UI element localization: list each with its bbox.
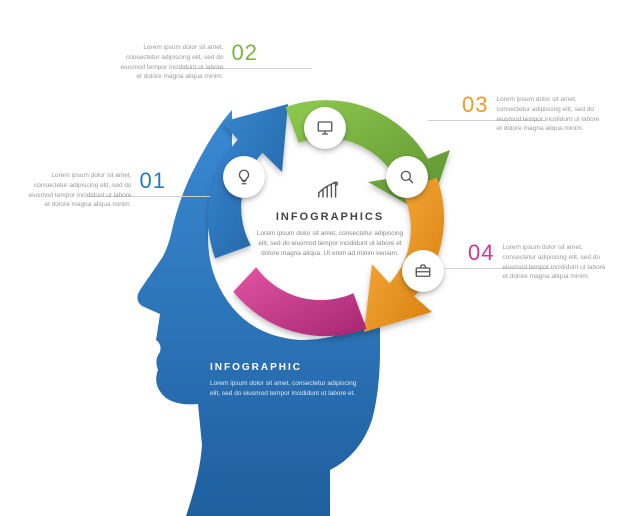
callout-3-number: 03 (462, 92, 488, 118)
head-text-block: INFOGRAPHIC Lorem ipsum dolor sit amet, … (210, 362, 360, 399)
callout-3-body: Lorem ipsum dolor sit amet, consectetur … (496, 92, 602, 134)
callout-2-number: 02 (232, 40, 258, 66)
callout-2: 02 Lorem ipsum dolor sit amet, consectet… (118, 40, 258, 82)
callout-3: 03 Lorem ipsum dolor sit amet, consectet… (462, 92, 602, 134)
center-title: INFOGRAPHICS (255, 211, 405, 223)
center-body: Lorem ipsum dolor sit amet, consectetur … (255, 229, 405, 258)
callout-1-number: 01 (140, 168, 166, 194)
monitor-icon (304, 107, 346, 149)
callout-1-body: Lorem ipsum dolor sit amet, consectetur … (26, 168, 132, 210)
callout-4-number: 04 (468, 240, 494, 266)
callout-1: 01 Lorem ipsum dolor sit amet, consectet… (26, 168, 166, 210)
head-body: Lorem ipsum dolor sit amet, consectetur … (210, 379, 360, 399)
callout-4: 04 Lorem ipsum dolor sit amet, consectet… (468, 240, 608, 282)
briefcase-icon (402, 250, 444, 292)
callout-2-body: Lorem ipsum dolor sit amet, consectetur … (118, 40, 224, 82)
center-block: INFOGRAPHICS Lorem ipsum dolor sit amet,… (255, 180, 405, 258)
growth-bars-icon (255, 180, 405, 205)
callout-4-body: Lorem ipsum dolor sit amet, consectetur … (502, 240, 608, 282)
head-title: INFOGRAPHIC (210, 362, 360, 373)
